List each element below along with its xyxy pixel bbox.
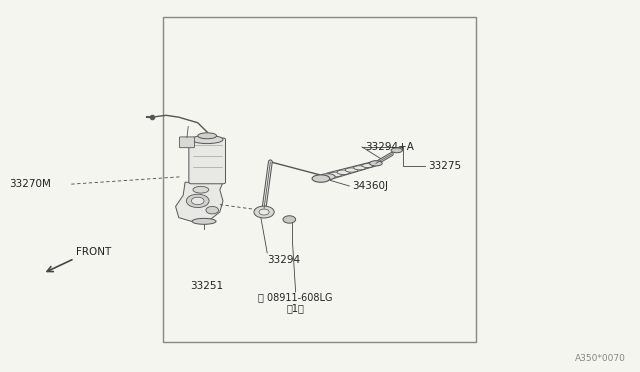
Ellipse shape xyxy=(328,172,342,177)
Circle shape xyxy=(206,206,218,214)
Ellipse shape xyxy=(353,166,366,170)
Text: 33251: 33251 xyxy=(191,281,224,291)
Ellipse shape xyxy=(191,135,223,144)
Ellipse shape xyxy=(345,168,358,172)
Ellipse shape xyxy=(370,161,381,165)
Ellipse shape xyxy=(391,148,403,153)
Text: 33294: 33294 xyxy=(268,255,300,265)
Circle shape xyxy=(191,197,204,205)
Ellipse shape xyxy=(362,164,374,167)
Ellipse shape xyxy=(319,174,335,180)
Polygon shape xyxy=(175,182,223,221)
Text: （1）: （1） xyxy=(287,303,305,313)
Ellipse shape xyxy=(198,133,217,139)
Bar xyxy=(163,17,476,342)
Text: FRONT: FRONT xyxy=(76,247,111,257)
Ellipse shape xyxy=(193,186,209,193)
Text: 34360J: 34360J xyxy=(353,181,388,191)
Text: 33270M: 33270M xyxy=(9,179,51,189)
Text: A350*0070: A350*0070 xyxy=(575,354,626,363)
Text: Ⓝ 08911-608LG: Ⓝ 08911-608LG xyxy=(259,292,333,302)
Circle shape xyxy=(186,194,209,208)
Ellipse shape xyxy=(192,218,216,224)
Ellipse shape xyxy=(320,174,334,179)
FancyBboxPatch shape xyxy=(179,137,195,148)
Circle shape xyxy=(259,209,269,215)
Ellipse shape xyxy=(369,161,382,166)
Ellipse shape xyxy=(312,175,330,182)
FancyBboxPatch shape xyxy=(189,138,225,184)
Circle shape xyxy=(254,206,274,218)
Ellipse shape xyxy=(337,170,350,174)
Text: 33294+A: 33294+A xyxy=(365,142,414,152)
Circle shape xyxy=(283,216,296,223)
Text: 33275: 33275 xyxy=(428,161,461,170)
